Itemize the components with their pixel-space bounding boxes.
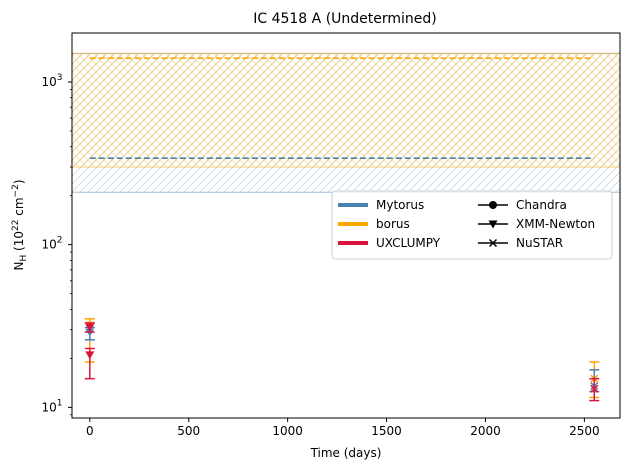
legend-label: Mytorus	[376, 198, 424, 212]
legend-label: UXCLUMPY	[376, 236, 441, 250]
x-tick-label: 2500	[569, 424, 600, 438]
x-tick-label: 1000	[272, 424, 303, 438]
x-tick-label: 0	[86, 424, 94, 438]
legend-label: XMM-Newton	[516, 217, 595, 231]
chart-title: IC 4518 A (Undetermined)	[253, 11, 437, 27]
point-uxclumpy	[84, 322, 95, 333]
y-tick-label: 102	[41, 236, 62, 252]
point-uxclumpy	[84, 347, 95, 380]
y-tick-base: 10	[41, 400, 56, 414]
x-tick-label: 1500	[371, 424, 402, 438]
triangle-marker	[85, 323, 95, 332]
y-axis-label: NH (1022 cm−2)	[11, 179, 29, 270]
x-axis: 0 500 1000 1500 2000 2500	[86, 418, 600, 438]
x-tick-label: 2000	[470, 424, 501, 438]
y-tick-base: 10	[41, 75, 56, 89]
y-tick-exponent: 3	[57, 73, 63, 83]
x-marker	[590, 384, 599, 393]
triangle-marker	[85, 351, 95, 360]
point-uxclumpy	[589, 377, 600, 402]
legend: Mytorus borus UXCLUMPY Chandra XMM-Newton NuS…	[331, 190, 613, 260]
model-bands	[71, 52, 621, 193]
legend-triangle-marker	[488, 220, 498, 229]
legend-x-marker	[488, 238, 498, 248]
y-tick-exponent: 1	[57, 398, 63, 408]
data-points	[84, 318, 600, 402]
legend-box	[331, 190, 613, 260]
y-tick-base: 10	[41, 238, 56, 252]
plot-frame	[71, 32, 621, 419]
y-tick-label: 103	[41, 73, 62, 89]
band-borus	[71, 52, 621, 168]
model-lines	[89, 57, 595, 159]
x-axis-label: Time (days)	[310, 446, 382, 460]
legend-label: Chandra	[516, 198, 567, 212]
legend-circle-marker	[489, 201, 497, 209]
legend-label: borus	[376, 217, 410, 231]
legend-label: NuSTAR	[516, 236, 563, 250]
y-tick-label: 101	[41, 398, 62, 414]
y-tick-exponent: 2	[57, 236, 63, 246]
x-tick-label: 500	[177, 424, 200, 438]
